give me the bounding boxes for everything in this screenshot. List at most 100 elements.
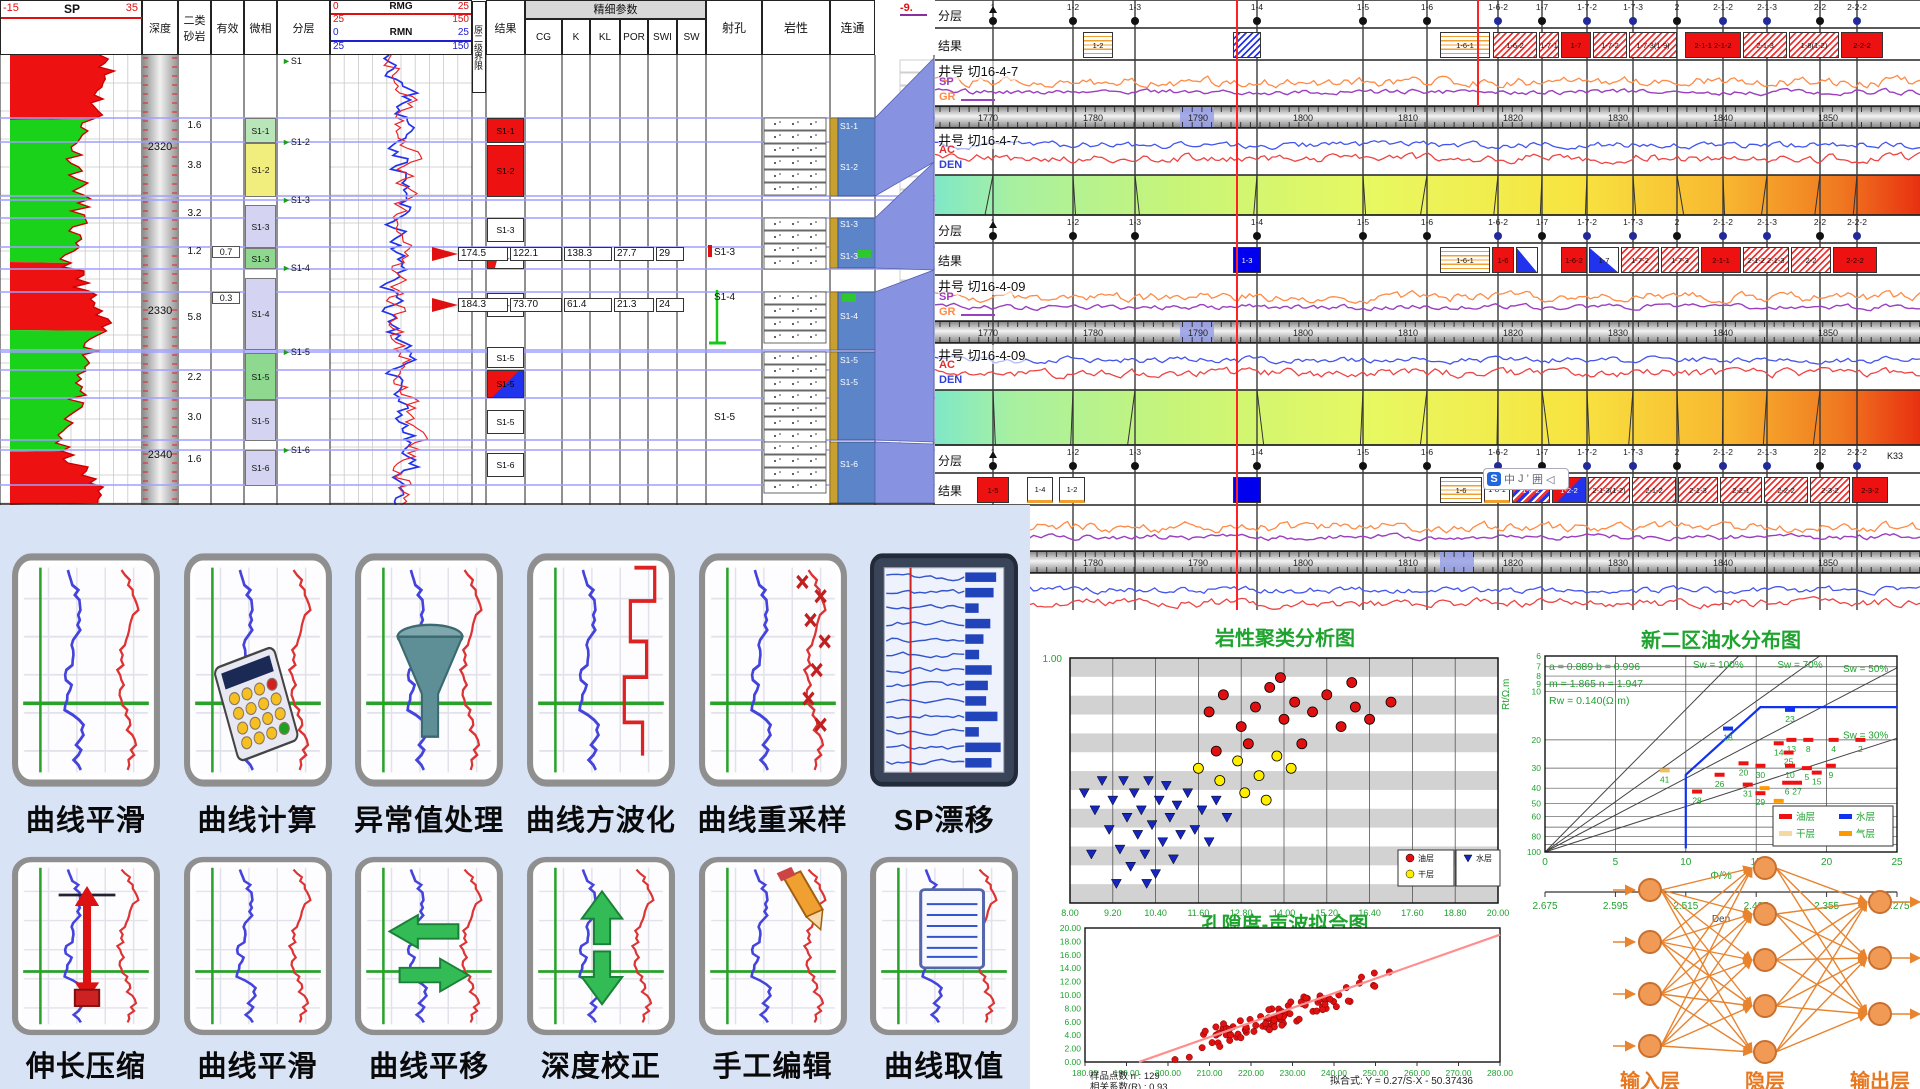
result-box: 1-7-2	[1593, 32, 1627, 58]
ime-button[interactable]: 囲	[1531, 474, 1543, 486]
svg-text:1840: 1840	[1713, 558, 1733, 568]
tool-button-shiftv[interactable]	[525, 855, 677, 1037]
svg-text:1830: 1830	[1608, 558, 1628, 568]
svg-text:20: 20	[1739, 767, 1749, 777]
tool-label[interactable]: 曲线平滑	[25, 805, 146, 837]
tool-label[interactable]: 曲线方波化	[525, 805, 676, 837]
microfacies-cell: S1-3	[245, 248, 276, 269]
tool-button-pick[interactable]	[868, 855, 1020, 1037]
sand-value: 1.2	[187, 246, 202, 257]
svg-text:1800: 1800	[1293, 113, 1313, 123]
svg-text:2: 2	[1675, 217, 1680, 227]
ime-toolbar[interactable]: S 中 J’ 囲 ◁	[1483, 468, 1569, 490]
curve-label: DEN	[939, 159, 963, 171]
perf-label: S1-5	[714, 412, 736, 423]
svg-text:18.80: 18.80	[1444, 908, 1467, 918]
rmn-max: 25	[457, 27, 469, 38]
svg-text:2-2-2: 2-2-2	[1847, 447, 1867, 457]
rmg-max: 25	[457, 1, 469, 12]
depth-cursor-line-2[interactable]	[1477, 0, 1479, 106]
layer-marker: ►S1-3	[282, 195, 310, 205]
params-title: 精细参数	[525, 0, 706, 19]
svg-text:1-4: 1-4	[1251, 447, 1264, 457]
rm-track-header: 0 RMG 25 25 150 0 RMN 25 25 150	[330, 0, 472, 55]
svg-text:2-1-3: 2-1-3	[1757, 447, 1777, 457]
well-name: 井号 切16-4-7	[938, 61, 1019, 80]
layer-marker: ►S1	[282, 56, 302, 66]
svg-text:0.00: 0.00	[1064, 1057, 1081, 1067]
fit-formula: 拟合式: Y = 0.27/S·X - 50.37436	[1330, 1076, 1473, 1087]
result-cell: S1-5	[487, 370, 524, 398]
svg-text:20: 20	[1532, 735, 1542, 745]
svg-text:9: 9	[1828, 770, 1833, 780]
svg-text:1810: 1810	[1398, 113, 1418, 123]
k-label: K33	[1887, 451, 1904, 461]
charts-panel: 岩性聚类分析图 新二区油水分布图 孔隙度-声波拟合图 8.00 9.20 10.40…	[1030, 610, 1920, 1089]
svg-text:1790: 1790	[1188, 558, 1208, 568]
svg-text:Sw = 30%: Sw = 30%	[1843, 730, 1888, 741]
ime-logo-icon[interactable]: S	[1487, 472, 1501, 486]
ime-button[interactable]: 中	[1504, 474, 1515, 486]
tool-button-smooth[interactable]	[10, 551, 162, 789]
result-cell: S1-5	[487, 410, 524, 434]
layer-marker: ►S1-4	[282, 263, 310, 273]
svg-text:200.00: 200.00	[1155, 1068, 1181, 1078]
svg-text:1-2: 1-2	[1067, 217, 1080, 227]
tool-label[interactable]: 异常值处理	[354, 805, 505, 837]
result-box: 2-2-2	[1833, 247, 1877, 273]
depth-col-header: 深度	[142, 0, 178, 55]
layer-row-label: 分层	[938, 454, 963, 468]
svg-text:7: 7	[1536, 662, 1541, 672]
tool-button-square[interactable]	[525, 551, 677, 789]
tool-label[interactable]: 伸长压缩	[25, 1051, 146, 1083]
svg-text:2-2-2: 2-2-2	[1847, 2, 1867, 12]
result-box	[1516, 247, 1538, 273]
tool-label[interactable]: 曲线平滑	[197, 1051, 318, 1083]
svg-text:1-4: 1-4	[1251, 217, 1264, 227]
cluster-chart-title: 岩性聚类分析图	[1215, 628, 1355, 650]
tool-button-stretch[interactable]	[10, 855, 162, 1037]
result-box: 1-6	[1492, 247, 1514, 273]
sand-value: 1.6	[187, 120, 202, 131]
tool-label[interactable]: 曲线重采样	[697, 805, 848, 837]
curve-label: SP	[939, 291, 954, 303]
rmg-min: 0	[333, 1, 339, 12]
depth-mark: 2320	[147, 141, 173, 153]
tool-button-funnel[interactable]	[353, 551, 505, 789]
tool-label[interactable]: 曲线平移	[369, 1051, 490, 1083]
result-box: 1-6	[1440, 477, 1482, 503]
tool-button-calc[interactable]	[182, 551, 334, 789]
svg-text:18: 18	[1723, 733, 1733, 743]
tool-button-spdrift[interactable]	[868, 551, 1020, 789]
tool-label[interactable]: 手工编辑	[712, 1051, 833, 1083]
ime-button[interactable]: ◁	[1545, 473, 1555, 486]
boundary-col-header: 原二级界限	[472, 1, 486, 93]
svg-text:水层: 水层	[1476, 853, 1492, 863]
charts-drawing: 8.00 9.20 10.40 11.60 12.80 14.00 15.20 16.40 17…	[1043, 651, 1920, 1078]
depth-cursor-line[interactable]	[1236, 0, 1238, 610]
ime-button[interactable]: J	[1518, 473, 1524, 485]
conn-label: S1-2	[840, 162, 858, 172]
tool-button-shifth[interactable]	[353, 855, 505, 1037]
tool-label[interactable]: 曲线取值	[884, 1051, 1005, 1083]
svg-text:16.40: 16.40	[1358, 908, 1381, 918]
tool-label[interactable]: 曲线计算	[197, 805, 318, 837]
microfacies-cell: S1-3	[245, 205, 276, 248]
corner-label: -9.	[900, 2, 927, 16]
tool-button-resample[interactable]	[697, 551, 849, 789]
tool-label[interactable]: 深度校正	[540, 1051, 661, 1083]
microfacies-cell: S1-4	[245, 278, 276, 350]
tool-button-smooth[interactable]	[182, 855, 334, 1037]
curve-label: AC	[939, 144, 955, 156]
tool-button-edit[interactable]	[697, 855, 849, 1037]
shifth-icon	[355, 856, 504, 1036]
svg-text:260.00: 260.00	[1404, 1068, 1430, 1078]
svg-text:8: 8	[1536, 671, 1541, 681]
svg-text:190.00: 190.00	[1114, 1068, 1140, 1078]
svg-text:1-7: 1-7	[1536, 447, 1549, 457]
tool-label[interactable]: SP漂移	[893, 805, 995, 837]
xsection-drawing: 11-21-31-41-51-61-6-21-71-7-21-7-322-1-2…	[935, 0, 1920, 610]
ime-button[interactable]: ’	[1526, 473, 1529, 485]
curve-label: SP	[939, 76, 954, 88]
ruler-highlight	[1180, 322, 1214, 342]
